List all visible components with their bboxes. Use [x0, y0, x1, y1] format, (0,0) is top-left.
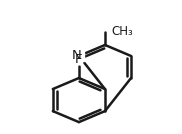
FancyBboxPatch shape	[75, 57, 82, 64]
Text: F: F	[75, 53, 83, 66]
Text: CH₃: CH₃	[112, 25, 134, 38]
Text: N: N	[72, 49, 82, 62]
FancyBboxPatch shape	[74, 52, 84, 61]
